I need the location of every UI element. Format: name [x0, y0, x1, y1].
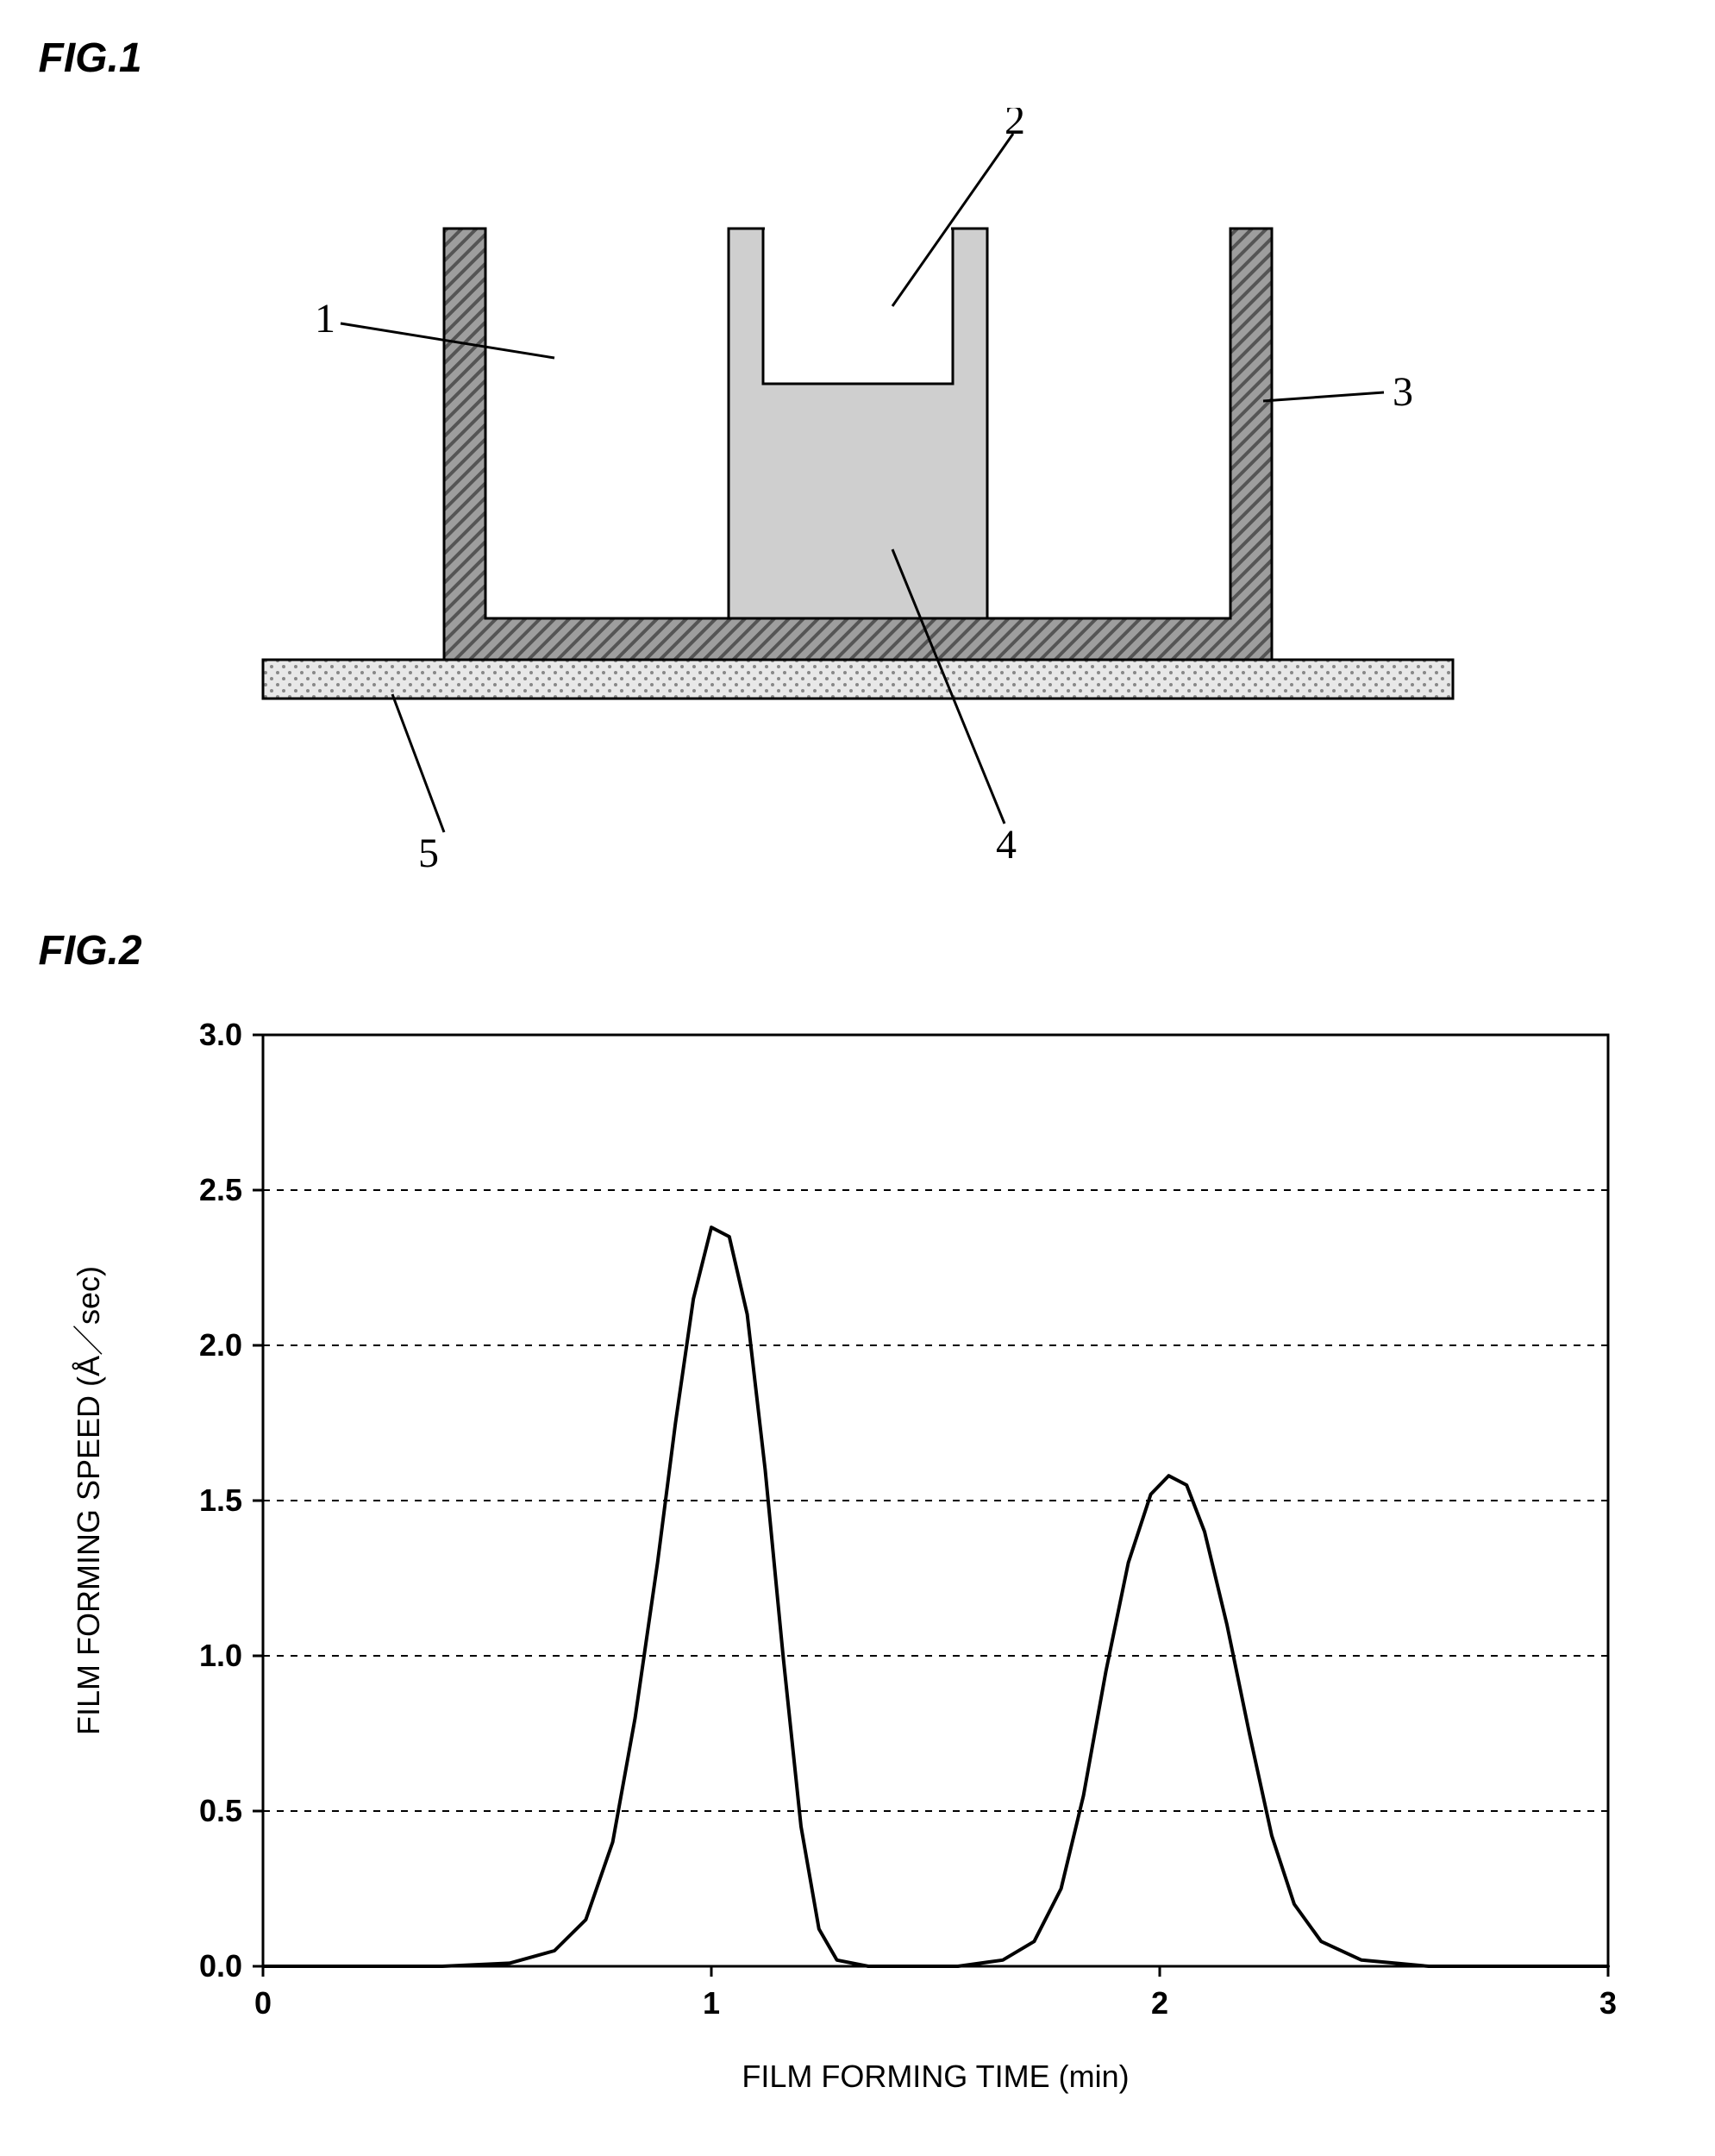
- svg-text:3: 3: [1393, 369, 1413, 415]
- svg-text:5: 5: [418, 830, 439, 876]
- svg-text:0: 0: [253, 1985, 271, 2021]
- svg-text:2.0: 2.0: [198, 1327, 241, 1363]
- svg-text:FILM FORMING TIME (min): FILM FORMING TIME (min): [742, 2059, 1129, 2094]
- svg-text:0.5: 0.5: [198, 1793, 241, 1828]
- svg-text:3.0: 3.0: [198, 1017, 241, 1052]
- figure-1-diagram: 2 1 3 4 5: [39, 108, 1677, 884]
- svg-text:3: 3: [1599, 1985, 1616, 2021]
- svg-text:2: 2: [1150, 1985, 1167, 2021]
- svg-text:1: 1: [315, 296, 335, 342]
- svg-text:1.0: 1.0: [198, 1638, 241, 1673]
- svg-text:2.5: 2.5: [198, 1172, 241, 1207]
- figure-2-chart: 0.0 0.5 1.0 1.5 2.0 2.5 3.0 0 1 2 3 FILM FORMING TI…: [39, 1000, 1677, 2122]
- figure-1: FIG.1 2 1 3 4 5: [39, 34, 1677, 884]
- svg-text:1.5: 1.5: [198, 1482, 241, 1518]
- svg-text:0.0: 0.0: [198, 1948, 241, 1984]
- svg-text:FILM FORMING SPEED (Å／sec): FILM FORMING SPEED (Å／sec): [71, 1266, 106, 1735]
- svg-text:4: 4: [996, 822, 1017, 868]
- svg-text:2: 2: [1005, 108, 1025, 143]
- svg-text:1: 1: [702, 1985, 719, 2021]
- figure-2: FIG.2 0.0 0.5 1.0 1.5 2.0 2.5 3.0 0 1 2 3 FILM FORM…: [39, 927, 1677, 2122]
- figure-2-label: FIG.2: [39, 927, 1677, 975]
- figure-1-label: FIG.1: [39, 34, 1677, 82]
